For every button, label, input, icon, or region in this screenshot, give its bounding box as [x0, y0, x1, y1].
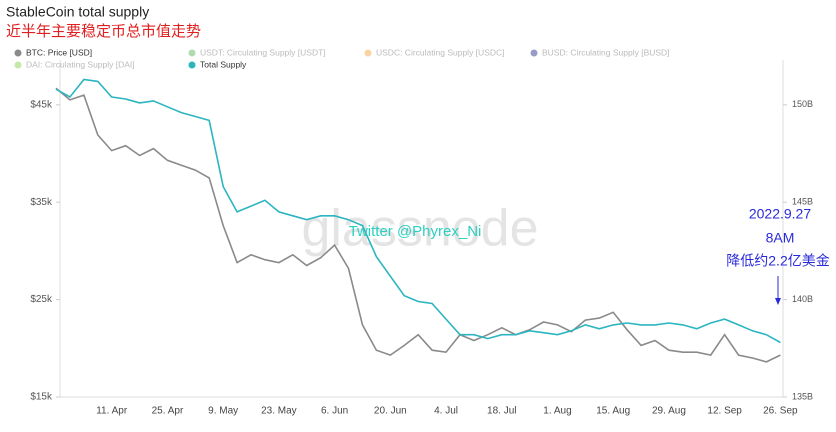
- chart-title: StableCoin total supply: [6, 4, 149, 20]
- y-tick-label: $15k: [30, 392, 53, 403]
- x-tick-label: 11. Apr: [96, 406, 128, 417]
- y2-tick-label: 150B: [792, 99, 813, 109]
- x-tick-label: 18. Jul: [487, 406, 516, 417]
- legend-label: DAI: Circulating Supply [DAI]: [26, 59, 135, 69]
- x-tick-label: 6. Jun: [321, 406, 348, 417]
- annotation: 2022.9.27: [749, 206, 811, 222]
- legend-marker: [530, 49, 538, 57]
- x-tick-label: 12. Sep: [707, 406, 742, 417]
- legend-label: USDC: Circulating Supply [USDC]: [376, 47, 504, 57]
- x-tick-label: 1. Aug: [543, 406, 571, 417]
- legend-marker: [188, 61, 196, 69]
- legend-label: USDT: Circulating Supply [USDT]: [200, 47, 326, 57]
- legend-marker: [364, 49, 372, 57]
- annotation: 降低约2.2亿美金: [726, 253, 829, 269]
- y-tick-label: $45k: [30, 99, 53, 110]
- chart-subtitle: 近半年主要稳定币总市值走势: [6, 23, 201, 40]
- x-tick-label: 4. Jul: [434, 406, 458, 417]
- legend-marker: [14, 49, 22, 57]
- legend-marker: [188, 49, 196, 57]
- x-tick-label: 23. May: [261, 406, 297, 417]
- y2-tick-label: 145B: [792, 197, 813, 207]
- legend-marker: [14, 61, 22, 69]
- y2-tick-label: 140B: [792, 294, 813, 304]
- legend-label: BTC: Price [USD]: [26, 47, 92, 57]
- x-tick-label: 15. Aug: [596, 406, 630, 417]
- x-tick-label: 9. May: [208, 406, 238, 417]
- credit: Twitter @Phyrex_Ni: [349, 223, 482, 240]
- x-tick-label: 26. Sep: [763, 406, 798, 417]
- x-tick-label: 29. Aug: [652, 406, 686, 417]
- y-tick-label: $35k: [30, 197, 53, 208]
- y-tick-label: $25k: [30, 294, 53, 305]
- annotation: 8AM: [766, 230, 795, 246]
- x-tick-label: 20. Jun: [374, 406, 407, 417]
- legend-label: Total Supply: [200, 59, 247, 69]
- x-tick-label: 25. Apr: [152, 406, 184, 417]
- watermark: glassnode: [301, 200, 538, 258]
- series-line: [55, 87, 781, 363]
- legend-label: BUSD: Circulating Supply [BUSD]: [542, 47, 670, 57]
- annotation-arrowhead: [775, 298, 781, 305]
- y2-tick-label: 135B: [792, 391, 813, 401]
- series-line: [55, 78, 781, 344]
